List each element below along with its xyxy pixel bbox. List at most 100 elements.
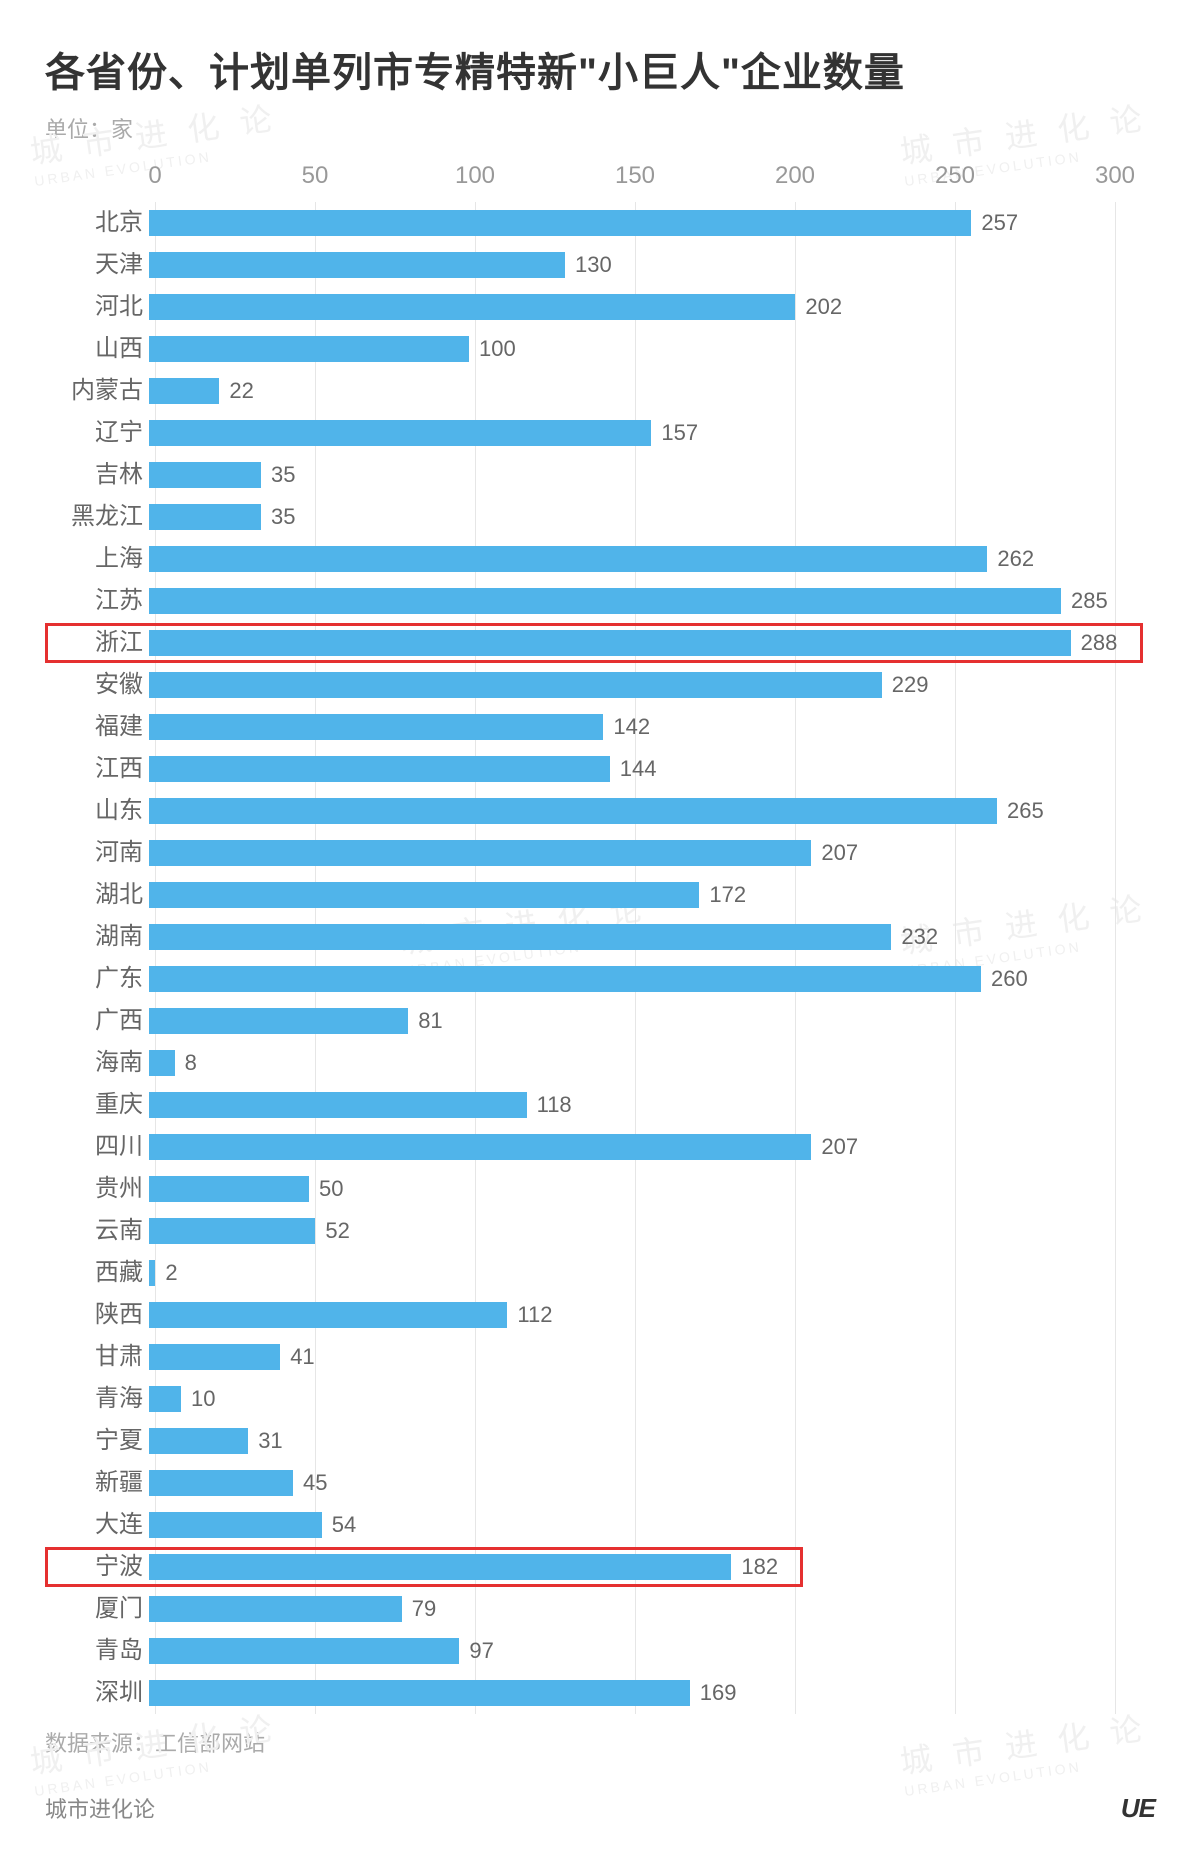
bar-cell: 22 — [149, 370, 1109, 412]
bar-value: 118 — [537, 1094, 572, 1116]
bar-value: 182 — [741, 1556, 778, 1578]
bar — [149, 1260, 155, 1286]
bar-label: 吉林 — [45, 463, 149, 487]
bar-label: 山西 — [45, 337, 149, 361]
bar-row: 青岛97 — [45, 1630, 1155, 1672]
bar-cell: 207 — [149, 1126, 1109, 1168]
x-tick: 300 — [1095, 162, 1135, 190]
bar-row: 江西144 — [45, 748, 1155, 790]
bar-row: 贵州 50 — [45, 1168, 1155, 1210]
x-tick: 150 — [615, 162, 655, 190]
bar-cell: 260 — [149, 958, 1109, 1000]
bar-label: 黑龙江 — [45, 505, 149, 529]
bar-value: 54 — [332, 1514, 356, 1536]
bar-value: 257 — [981, 212, 1018, 234]
bar-row: 宁夏31 — [45, 1420, 1155, 1462]
bar — [149, 756, 610, 782]
bar-label: 福建 — [45, 715, 149, 739]
bar-cell: 97 — [149, 1630, 1109, 1672]
bar — [149, 252, 565, 278]
bar-cell: 112 — [149, 1294, 1109, 1336]
bar-value: 8 — [185, 1052, 197, 1074]
bar — [149, 546, 987, 572]
bar-row: 福建142 — [45, 706, 1155, 748]
bar-row: 北京257 — [45, 202, 1155, 244]
bar — [149, 378, 219, 404]
bar — [149, 1302, 507, 1328]
bar — [149, 966, 981, 992]
ue-logo: UE — [1121, 1793, 1155, 1824]
bar — [149, 1596, 402, 1622]
bar — [149, 1050, 175, 1076]
bar-label: 宁夏 — [45, 1429, 149, 1453]
bar-value: 41 — [290, 1346, 314, 1368]
bar-row: 广东260 — [45, 958, 1155, 1000]
bar-label: 厦门 — [45, 1597, 149, 1621]
bar — [149, 420, 651, 446]
bar-row: 湖北172 — [45, 874, 1155, 916]
bar — [149, 1512, 322, 1538]
source-label: 数据来源：工信部网站 — [45, 1726, 1155, 1758]
bar — [149, 210, 971, 236]
bar — [149, 672, 882, 698]
bar — [149, 882, 699, 908]
bar-label: 辽宁 — [45, 421, 149, 445]
bar-label: 上海 — [45, 547, 149, 571]
bar-value: 10 — [191, 1388, 215, 1410]
bar-label: 安徽 — [45, 673, 149, 697]
x-tick: 100 — [455, 162, 495, 190]
bar-cell: 169 — [149, 1672, 1109, 1714]
bar-cell: 35 — [149, 496, 1109, 538]
bar-row: 山西 100 — [45, 328, 1155, 370]
bar-label: 内蒙古 — [45, 379, 149, 403]
x-tick: 200 — [775, 162, 815, 190]
bar-cell: 144 — [149, 748, 1109, 790]
bar-value: 52 — [325, 1220, 349, 1242]
bar-row: 上海262 — [45, 538, 1155, 580]
bar-value: 22 — [229, 380, 253, 402]
bar-label: 广东 — [45, 967, 149, 991]
bar-cell: 100 — [149, 328, 1109, 370]
bar — [149, 1344, 280, 1370]
bar-row: 海南8 — [45, 1042, 1155, 1084]
bar-row: 西藏2 — [45, 1252, 1155, 1294]
bar-label: 云南 — [45, 1219, 149, 1243]
bar-value: 50 — [319, 1178, 343, 1200]
bar-label: 重庆 — [45, 1093, 149, 1117]
x-tick: 0 — [148, 162, 161, 190]
bar-label: 四川 — [45, 1135, 149, 1159]
bar-value: 232 — [901, 926, 938, 948]
bar-row: 新疆45 — [45, 1462, 1155, 1504]
bar-label: 宁波 — [45, 1555, 149, 1579]
bar-cell: 285 — [149, 580, 1109, 622]
bar — [149, 714, 603, 740]
bar-cell: 172 — [149, 874, 1109, 916]
bar — [149, 504, 261, 530]
bar-value: 144 — [620, 758, 657, 780]
bar — [149, 1386, 181, 1412]
bar — [149, 630, 1071, 656]
chart-title: 各省份、计划单列市专精特新"小巨人"企业数量 — [45, 40, 1155, 98]
bar-label: 广西 — [45, 1009, 149, 1033]
bar-cell: 207 — [149, 832, 1109, 874]
bar-row: 大连54 — [45, 1504, 1155, 1546]
bar-label: 贵州 — [45, 1177, 149, 1201]
bar-value: 2 — [165, 1262, 177, 1284]
x-tick: 50 — [302, 162, 329, 190]
bar-cell: 10 — [149, 1378, 1109, 1420]
bar-value: 130 — [575, 254, 612, 276]
bar-value: 97 — [469, 1640, 493, 1662]
bar — [149, 462, 261, 488]
bar-value: 157 — [661, 422, 698, 444]
bar-value: 202 — [805, 296, 842, 318]
bar-value: 35 — [271, 506, 295, 528]
bar-cell: 52 — [149, 1210, 1109, 1252]
bar-row: 云南 52 — [45, 1210, 1155, 1252]
bar-value: 265 — [1007, 800, 1044, 822]
unit-label: 单位：家 — [45, 112, 1155, 144]
plot-area: 北京257天津130河北202山西100内蒙古22辽宁157吉林35黑龙江35上… — [45, 202, 1155, 1714]
bar-cell: 142 — [149, 706, 1109, 748]
bar-value: 288 — [1081, 632, 1118, 654]
bar — [149, 1638, 459, 1664]
bar-value: 100 — [479, 338, 516, 360]
